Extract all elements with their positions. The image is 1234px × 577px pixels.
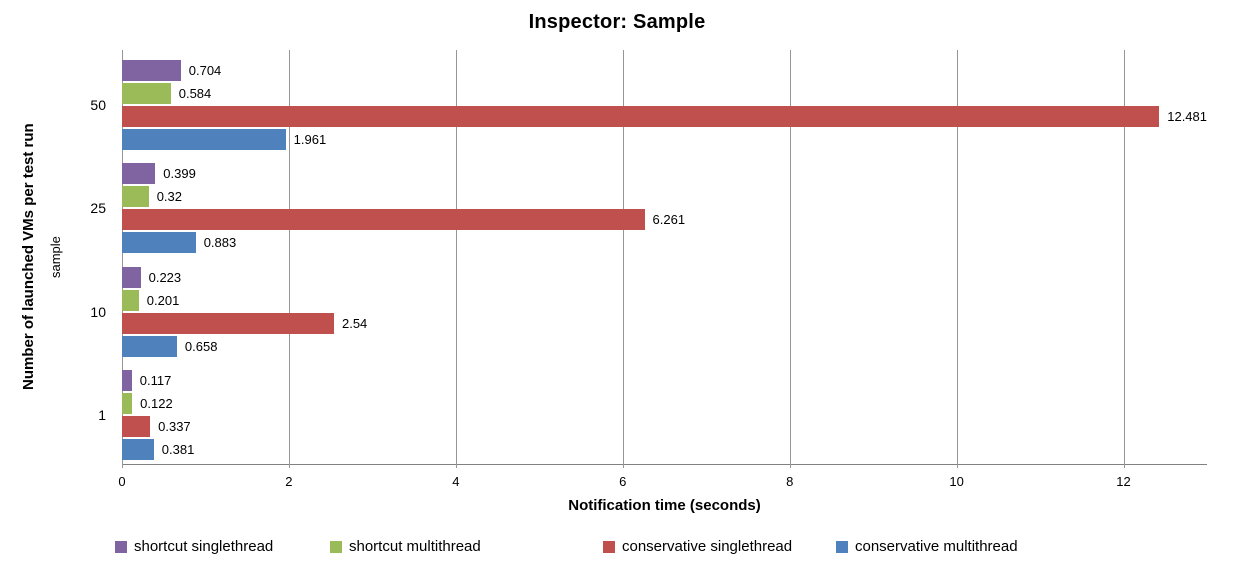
legend-swatch [330,540,342,553]
x-axis-tick-labels: 0 2 4 6 8 10 12 [118,474,1207,490]
bar-group-25: 0.399 0.32 6.261 0.883 [122,154,1207,258]
legend-label: conservative singlethread [622,538,793,555]
bar-value-label: 0.337 [158,419,191,435]
category-label: 1 [98,407,106,424]
bar-value-label: 0.704 [188,62,222,78]
x-tick-label: 10 [949,474,964,489]
bar-shortcut-multithread [122,186,149,208]
legend-swatch [115,540,127,553]
bar-value-label: 0.122 [140,396,173,412]
x-tick-label: 8 [786,474,794,489]
legend-label: shortcut singlethread [134,538,274,555]
bar-value-label: 0.223 [148,269,182,285]
bar-row: 6.261 [122,209,1207,231]
bar-conservative-multithread [122,335,177,357]
category-label: 25 [90,200,106,217]
bar-row: 0.337 [122,416,1207,438]
legend-label: conservative multithread [855,538,1018,555]
bar-group-1: 0.117 0.122 0.337 0.381 [122,361,1207,465]
bar-value-label: 0.381 [161,442,195,458]
bar-row: 0.704 [122,59,1207,81]
category-label: 10 [90,303,106,320]
x-axis-title: Notification time (seconds) [568,497,761,514]
gridline-x-6 [622,50,624,468]
bar-row: 0.584 [122,82,1207,104]
legend-item-conservative-singlethread: conservative singlethread [603,538,792,555]
gridline-x-12 [1123,50,1125,468]
bar-value-label: 1.961 [293,131,327,147]
bar-value-label: 0.399 [163,166,196,182]
y-category-labels: 50 25 10 1 [0,50,106,464]
bar-value-label: 0.883 [203,235,237,251]
chart-title: Inspector: Sample [528,11,706,33]
bar-conservative-singlethread [122,416,151,438]
legend-item-conservative-multithread: conservative multithread [836,538,1018,555]
bar-shortcut-singlethread [122,266,141,288]
gridline-x-8 [789,50,791,468]
legend-label: shortcut multithread [349,538,481,555]
legend-swatch [603,540,615,553]
bar-value-label: 2.54 [341,315,368,331]
legend-swatch [836,540,848,553]
bar-conservative-singlethread [122,312,334,334]
bar-row: 0.122 [122,393,1207,415]
gridline-x-4 [455,50,457,468]
gridline-x-2 [288,50,290,468]
bar-row: 0.117 [122,370,1207,392]
bar-shortcut-multithread [122,289,139,311]
bar-value-label: 0.658 [184,338,218,354]
bar-conservative-singlethread [122,105,1160,127]
bar-shortcut-singlethread [122,59,181,81]
legend-item-shortcut-singlethread: shortcut singlethread [115,538,273,555]
bar-conservative-multithread [122,128,286,150]
bar-value-label: 0.201 [146,292,180,308]
bar-row: 1.961 [122,128,1207,150]
bar-row: 0.381 [122,439,1207,461]
bar-row: 0.658 [122,335,1207,357]
bar-shortcut-multithread [122,393,133,415]
x-tick-label: 6 [619,474,627,489]
bar-group-10: 0.223 0.201 2.54 0.658 [122,257,1207,361]
bar-value-label: 12.481 [1167,108,1207,124]
bar-row: 0.201 [122,289,1207,311]
x-tick-label: 12 [1116,474,1131,489]
gridline-x-0 [122,50,123,468]
bar-row: 2.54 [122,312,1207,334]
bar-row: 12.481 [122,105,1207,127]
bar-value-label: 6.261 [652,212,686,228]
bar-shortcut-singlethread [122,163,156,185]
bar-conservative-multithread [122,232,196,254]
bar-row: 0.883 [122,232,1207,254]
gridline-x-10 [956,50,958,468]
bar-row: 0.32 [122,186,1207,208]
bar-value-label: 0.584 [178,85,212,101]
bar-row: 0.223 [122,266,1207,288]
bar-conservative-multithread [122,439,154,461]
bar-value-label: 0.117 [139,373,172,389]
x-tick-label: 2 [285,474,293,489]
category-label: 50 [90,96,106,113]
legend: shortcut singlethread shortcut multithrea… [0,538,1234,562]
bar-row: 0.399 [122,163,1207,185]
plot-area: 0.704 0.584 12.481 1.961 0.399 0.32 6.261 0.883… [122,50,1207,468]
legend-item-shortcut-multithread: shortcut multithread [330,538,481,555]
bar-shortcut-singlethread [122,370,132,392]
bar-shortcut-multithread [122,82,171,104]
bar-group-50: 0.704 0.584 12.481 1.961 [122,50,1207,154]
x-tick-label: 4 [452,474,460,489]
bar-value-label: 0.32 [156,189,183,205]
x-tick-label: 0 [118,474,126,489]
bar-conservative-singlethread [122,209,645,231]
